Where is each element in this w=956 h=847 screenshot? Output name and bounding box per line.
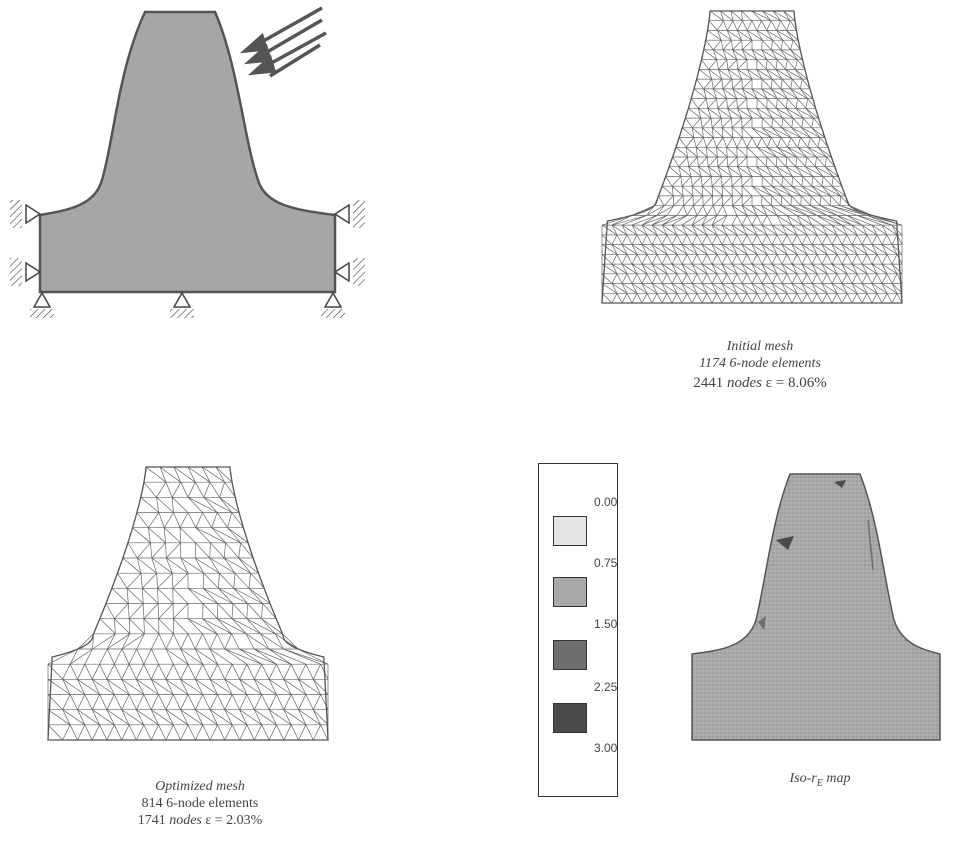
optimized-mesh-caption: Optimized mesh 814 6-node elements 1741 … [80, 778, 320, 829]
initial-mesh-caption: Initial mesh 1174 6-node elements 2441 n… [640, 338, 880, 392]
gear-tooth-shape [38, 10, 337, 294]
roller-support-icon [10, 200, 42, 286]
legend-swatch [553, 516, 587, 546]
mesh-outline [601, 10, 903, 304]
legend-value: 1.50 [594, 617, 618, 631]
iso-map-panel [680, 460, 950, 750]
optimized-mesh-nodes-word: nodes [169, 813, 202, 828]
high-error-region [758, 616, 766, 630]
optimized-mesh-error: ε = 2.03% [205, 813, 263, 828]
legend-swatch [553, 577, 587, 607]
iso-map-drawing [691, 473, 941, 741]
initial-mesh-drawing [601, 10, 903, 304]
optimized-mesh-elements: 814 6-node elements [141, 796, 259, 811]
initial-mesh-elements: 1174 6-node elements [699, 356, 821, 371]
boundary-conditions-panel [0, 0, 380, 330]
optimized-mesh-nodes-count: 1741 [137, 813, 166, 828]
legend-value: 3.00 [594, 741, 618, 755]
iso-map-caption: Iso-rE map [760, 770, 880, 792]
initial-mesh-title: Initial mesh [726, 339, 794, 354]
legend-value: 0.00 [594, 495, 618, 509]
legend-value: 2.25 [594, 680, 618, 694]
mesh-edges [601, 10, 903, 304]
legend-swatch [553, 703, 587, 733]
iso-map-caption-text: Iso-r [789, 771, 817, 786]
tooth-geometry-diagram [10, 6, 365, 318]
initial-mesh-error: ε = 8.06% [765, 375, 827, 391]
pin-support-icon [30, 291, 345, 318]
high-error-region [776, 536, 794, 550]
initial-mesh-panel [590, 0, 920, 320]
load-arrows-icon [239, 6, 327, 78]
optimized-mesh-drawing [47, 466, 329, 741]
optimized-mesh-title: Optimized mesh [155, 779, 245, 794]
optimized-mesh-panel [30, 460, 360, 760]
initial-mesh-nodes-word: nodes [726, 375, 762, 391]
iso-map-caption-subscript: E [816, 777, 823, 789]
iso-map-tooth-shape [691, 473, 941, 741]
legend-swatch [553, 640, 587, 670]
legend-value: 0.75 [594, 556, 618, 570]
roller-support-icon [333, 200, 365, 286]
iso-map-caption-end: map [826, 771, 851, 786]
high-error-region [867, 519, 874, 571]
mesh-edges [47, 466, 329, 741]
initial-mesh-nodes-count: 2441 [693, 375, 724, 391]
high-error-region [834, 480, 846, 488]
mesh-outline [47, 466, 329, 741]
